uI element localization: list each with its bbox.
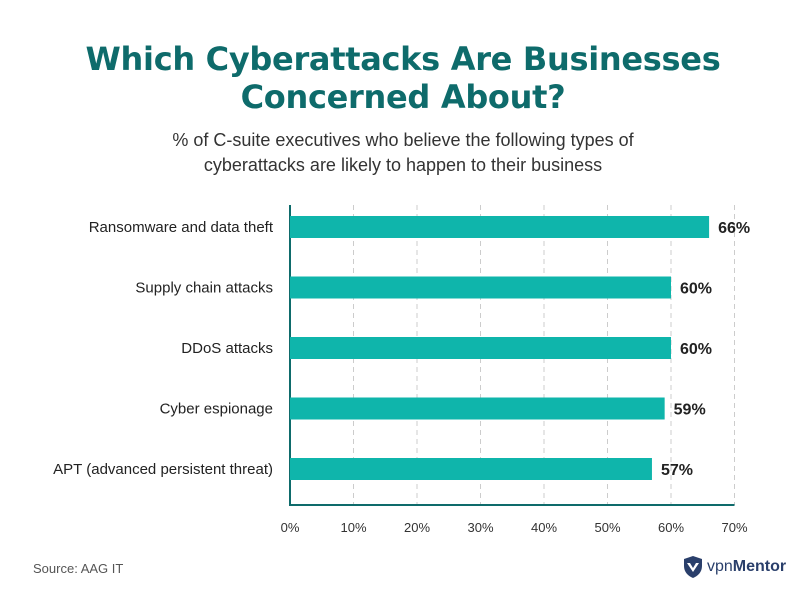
data-label: 57% bbox=[661, 462, 693, 479]
category-label: Supply chain attacks bbox=[135, 280, 273, 297]
brand-name-suffix: Mentor bbox=[732, 558, 787, 575]
data-label: 60% bbox=[680, 341, 712, 358]
category-label: Ransomware and data theft bbox=[89, 219, 274, 236]
x-tick-label: 40% bbox=[531, 520, 557, 535]
x-tick-label: 30% bbox=[467, 520, 493, 535]
source-note: Source: AAG IT bbox=[33, 561, 124, 576]
chart-title: Which Cyberattacks Are Businesses Concer… bbox=[0, 40, 806, 116]
data-label: 60% bbox=[680, 281, 712, 298]
x-tick-label: 20% bbox=[404, 520, 430, 535]
brand-name-prefix: vpn bbox=[707, 558, 733, 575]
data-label: 66% bbox=[718, 220, 750, 237]
bar bbox=[290, 216, 710, 238]
bar bbox=[290, 397, 665, 420]
category-label: DDoS attacks bbox=[181, 340, 273, 357]
data-label: 59% bbox=[674, 402, 706, 419]
x-tick-label: 70% bbox=[721, 520, 747, 535]
chart-subtitle-line-1: % of C-suite executives who believe the … bbox=[172, 130, 634, 150]
x-tick-label: 60% bbox=[658, 520, 684, 535]
brand-logo: vpnMentor bbox=[683, 555, 786, 579]
chart-subtitle-line-2: cyberattacks are likely to happen to the… bbox=[203, 155, 603, 175]
chart-title-line-2: Concerned About? bbox=[240, 78, 566, 116]
x-tick-label: 50% bbox=[594, 520, 620, 535]
brand-name: vpnMentor bbox=[707, 558, 786, 576]
chart-subtitle: % of C-suite executives who believe the … bbox=[0, 128, 806, 178]
bar bbox=[290, 337, 671, 359]
x-tick-label: 10% bbox=[340, 520, 366, 535]
category-label: Cyber espionage bbox=[160, 401, 273, 418]
shield-icon bbox=[684, 556, 702, 578]
category-label: APT (advanced persistent threat) bbox=[53, 461, 273, 478]
x-tick-label: 0% bbox=[281, 520, 300, 535]
bar bbox=[290, 276, 671, 299]
chart-title-line-1: Which Cyberattacks Are Businesses bbox=[85, 40, 721, 78]
bar bbox=[290, 458, 652, 480]
